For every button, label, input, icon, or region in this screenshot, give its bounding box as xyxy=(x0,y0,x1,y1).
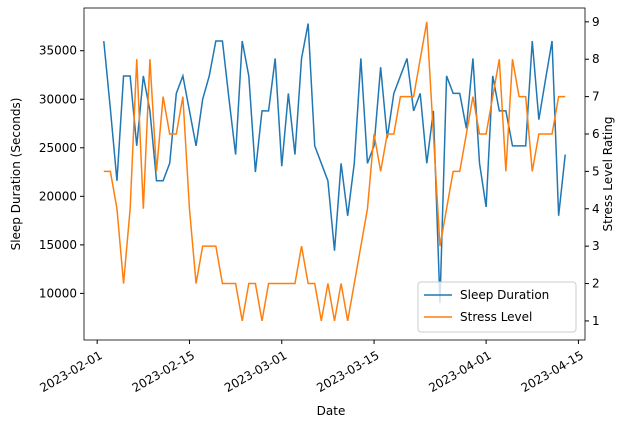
y2-tick-label: 5 xyxy=(592,164,600,178)
y-tick-label: 10000 xyxy=(39,286,77,300)
y2-tick-label: 4 xyxy=(592,202,600,216)
y-tick-label: 20000 xyxy=(39,189,77,203)
y-tick-label: 35000 xyxy=(39,44,77,58)
y2-tick-label: 3 xyxy=(592,239,600,253)
y-tick-label: 15000 xyxy=(39,238,77,252)
line-series xyxy=(103,21,566,322)
x-tick-label: 2023-02-15 xyxy=(130,348,197,395)
y2-tick-label: 7 xyxy=(592,90,600,104)
x-tick-label: 2023-02-01 xyxy=(37,348,104,395)
x-tick-label: 2023-04-01 xyxy=(426,348,493,395)
y2-tick-label: 9 xyxy=(592,15,600,29)
y2-tick-label: 2 xyxy=(592,277,600,291)
y2-axis-label: Stress Level Rating xyxy=(601,117,615,232)
legend-label: Sleep Duration xyxy=(460,288,549,302)
legend-label: Stress Level xyxy=(460,310,532,324)
y2-tick-label: 6 xyxy=(592,127,600,141)
x-tick-label: 2023-03-01 xyxy=(222,348,289,395)
y-tick-label: 30000 xyxy=(39,92,77,106)
y-tick-label: 25000 xyxy=(39,141,77,155)
line-series xyxy=(103,23,566,304)
y2-tick-label: 1 xyxy=(592,314,600,328)
legend-box xyxy=(417,281,577,333)
x-tick-label: 2023-03-15 xyxy=(314,348,381,395)
y-axis-label: Sleep Duration (Seconds) xyxy=(9,98,23,251)
y2-tick-label: 8 xyxy=(592,52,600,66)
plot-frame xyxy=(83,7,586,341)
x-tick-label: 2023-04-15 xyxy=(519,348,586,395)
x-axis-label: Date xyxy=(317,404,346,418)
